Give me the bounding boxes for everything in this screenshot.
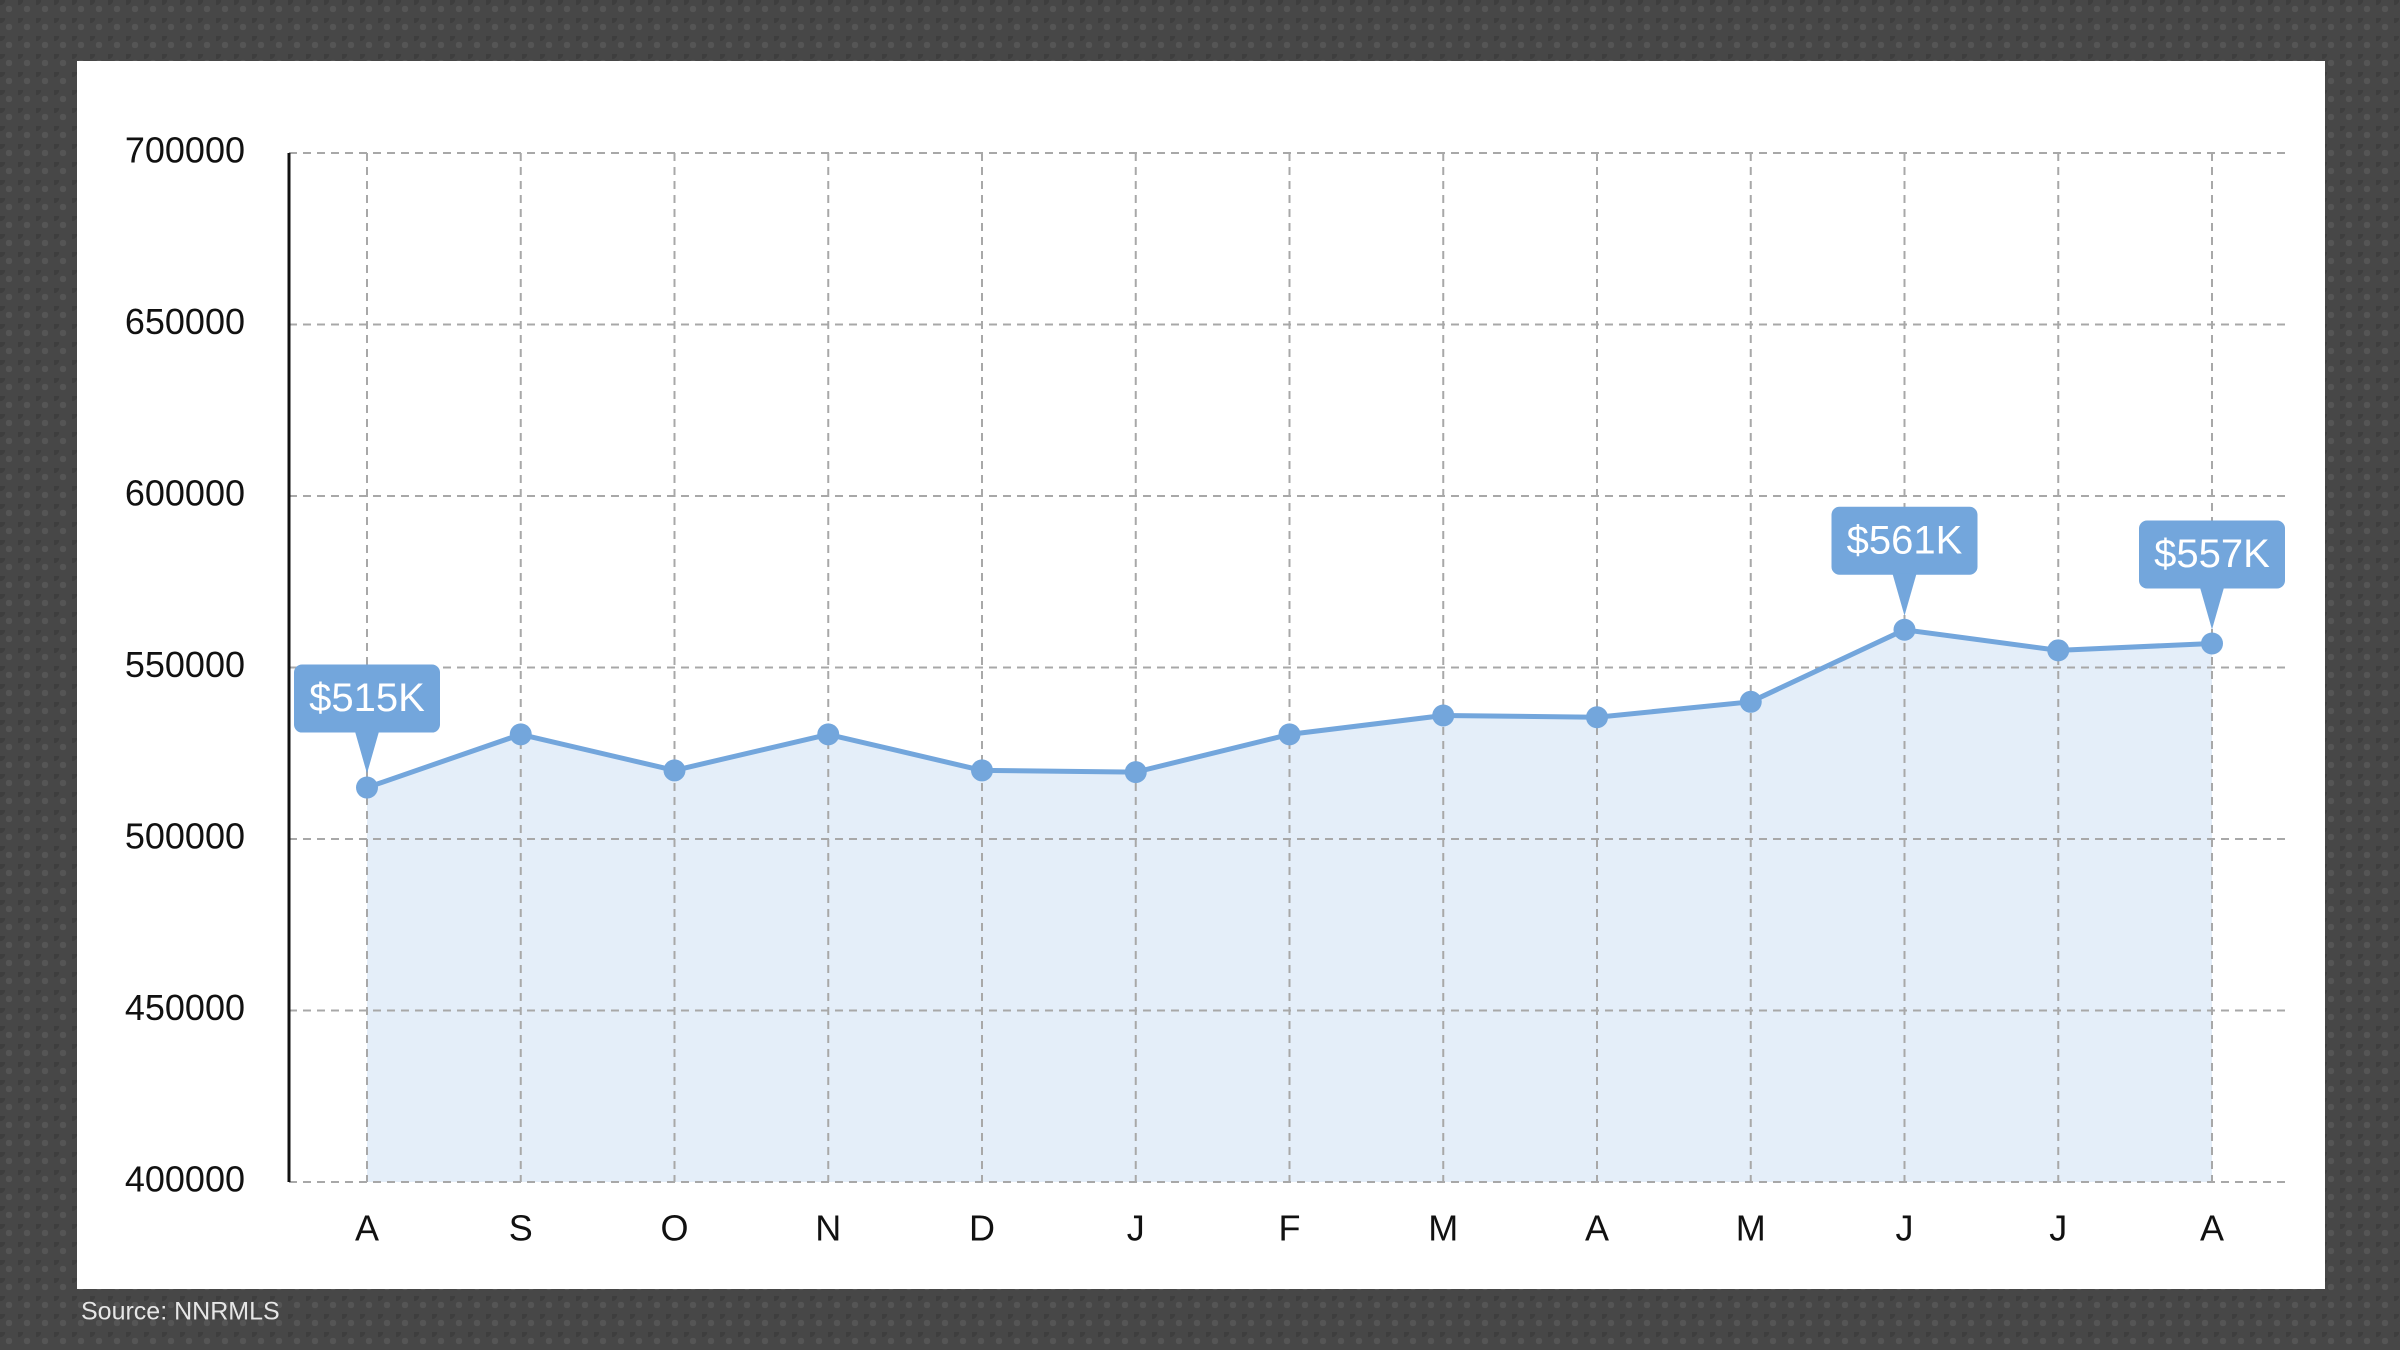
point: [356, 776, 378, 799]
x-tick-label: A: [2200, 1208, 2224, 1249]
point: [1586, 706, 1608, 729]
point: [971, 759, 993, 782]
x-tick-label: J: [1127, 1208, 1145, 1249]
point: [1739, 690, 1762, 713]
x-tick-label: D: [969, 1208, 995, 1249]
x-tick-label: N: [815, 1208, 841, 1249]
value-label: $561K: [1847, 518, 1963, 562]
point: [1893, 618, 1916, 641]
x-tick-label: M: [1428, 1208, 1458, 1249]
point: [2047, 639, 2070, 662]
point: [509, 723, 532, 746]
callout-pointer: [1892, 573, 1917, 616]
point: [1278, 723, 1301, 746]
point: [817, 723, 840, 746]
y-tick-label: 450000: [125, 987, 245, 1028]
point: [1432, 704, 1455, 727]
point: [663, 759, 686, 782]
x-tick-label: J: [1896, 1208, 1914, 1249]
y-tick-label: 500000: [125, 816, 245, 857]
callout-box: [2139, 520, 2285, 589]
callout-box: [1831, 506, 1978, 575]
y-tick-label: 700000: [125, 130, 245, 171]
area: [367, 629, 2212, 1182]
value-label: $515K: [309, 676, 425, 720]
callout-box: [294, 664, 440, 733]
callout-pointer: [2200, 587, 2224, 630]
x-tick-label: A: [355, 1208, 379, 1249]
callout-pointer: [355, 731, 379, 774]
point: [2201, 632, 2223, 655]
x-tick-label: M: [1736, 1208, 1766, 1249]
y-tick-label: 400000: [125, 1159, 245, 1200]
x-tick-label: A: [1585, 1208, 1609, 1249]
y-tick-label: 650000: [125, 301, 245, 342]
point: [1124, 761, 1147, 784]
value-label: $557K: [2154, 532, 2270, 576]
source-note: Source: NNRMLS: [81, 1298, 280, 1326]
x-tick-label: F: [1279, 1208, 1301, 1249]
y-tick-label: 550000: [125, 644, 245, 685]
y-tick-label: 600000: [125, 473, 245, 514]
x-tick-label: O: [660, 1208, 688, 1249]
x-tick-label: J: [2049, 1208, 2067, 1249]
x-tick-label: S: [509, 1208, 533, 1249]
